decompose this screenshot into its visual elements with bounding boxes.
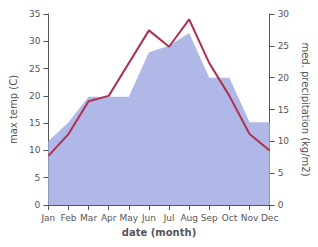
svg-text:Oct: Oct	[222, 213, 238, 223]
svg-text:Mar: Mar	[80, 213, 97, 223]
svg-text:25: 25	[278, 41, 289, 51]
svg-text:10: 10	[278, 136, 290, 146]
svg-text:Feb: Feb	[61, 213, 77, 223]
svg-text:May: May	[120, 213, 139, 223]
svg-text:Apr: Apr	[101, 213, 117, 223]
svg-text:10: 10	[29, 145, 41, 155]
svg-text:20: 20	[29, 91, 41, 101]
svg-text:Jan: Jan	[40, 213, 55, 223]
svg-text:Jun: Jun	[141, 213, 156, 223]
svg-text:Jul: Jul	[163, 213, 175, 223]
svg-text:30: 30	[29, 36, 41, 46]
svg-text:date (month): date (month)	[122, 227, 196, 238]
svg-text:25: 25	[29, 64, 40, 74]
svg-text:5: 5	[278, 168, 284, 178]
svg-text:0: 0	[278, 200, 284, 210]
svg-text:20: 20	[278, 73, 290, 83]
svg-text:0: 0	[35, 200, 41, 210]
svg-text:15: 15	[278, 105, 289, 115]
svg-text:15: 15	[29, 118, 40, 128]
svg-text:Sep: Sep	[201, 213, 218, 223]
svg-text:35: 35	[29, 9, 40, 19]
svg-text:30: 30	[278, 9, 290, 19]
svg-text:max temp (C): max temp (C)	[8, 75, 19, 144]
svg-text:med. precipitation (kg/m2): med. precipitation (kg/m2)	[300, 42, 311, 176]
svg-text:Nov: Nov	[241, 213, 259, 223]
svg-text:Dec: Dec	[261, 213, 278, 223]
svg-text:5: 5	[35, 173, 41, 183]
svg-text:Aug: Aug	[180, 213, 198, 223]
